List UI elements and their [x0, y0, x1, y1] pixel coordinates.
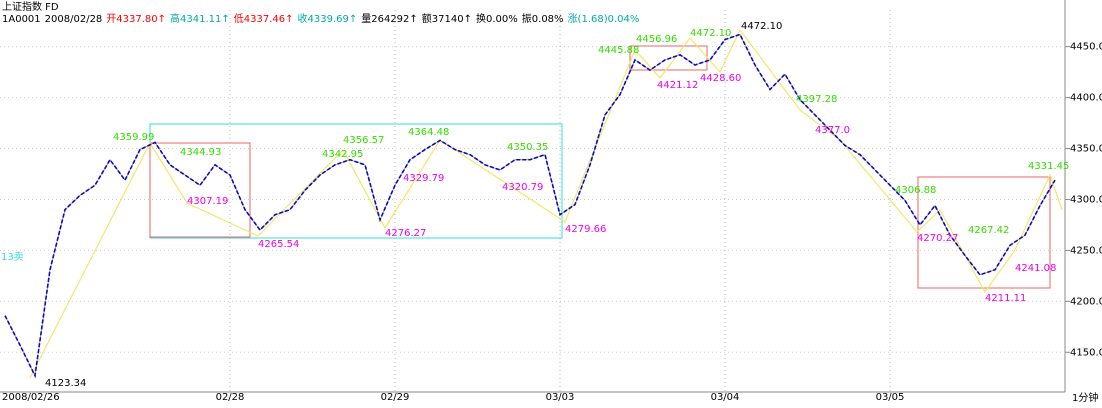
extreme-label: 4241.08: [1015, 263, 1056, 274]
price-line-shadow: [4, 34, 1056, 377]
header-field: 换0.00%: [476, 12, 518, 25]
header-field: 1A0001: [2, 14, 41, 25]
y-tick-label: 4350.00: [1070, 144, 1102, 155]
extreme-label: 4265.54: [258, 239, 299, 250]
extreme-label: 4445.88: [598, 45, 639, 56]
extreme-label: 4331.45: [1028, 161, 1069, 172]
y-tick-label: 4450.00: [1070, 42, 1102, 53]
y-tick-label: 4250.00: [1070, 245, 1102, 256]
header-field: 低4337.46↑: [234, 12, 294, 25]
y-tick-label: 4400.00: [1070, 93, 1102, 104]
extreme-label: 4211.11: [985, 293, 1026, 304]
header-field: 涨(1.68)0.04%: [568, 13, 640, 25]
header-field: 开4337.80↑: [106, 14, 166, 25]
x-tick-label: 03/04: [711, 392, 740, 403]
side-label: 13卖: [1, 251, 24, 263]
extreme-label: 4342.95: [322, 149, 363, 160]
extreme-label: 4306.88: [895, 185, 936, 196]
extreme-label: 4364.48: [408, 127, 449, 138]
extreme-label: 4397.28: [796, 94, 837, 105]
header-field: 量264292↑: [361, 13, 418, 25]
extreme-label: 4377.0: [815, 125, 850, 136]
x-tick-label: 02/29: [381, 392, 410, 403]
extreme-label: 4472.10: [690, 28, 731, 39]
extreme-label: 4279.66: [565, 224, 606, 235]
box: [149, 142, 251, 238]
extreme-label: 4307.19: [187, 196, 228, 207]
extreme-label: 4359.99: [113, 132, 154, 143]
y-tick-label: 4300.00: [1070, 194, 1102, 205]
trend-line: [29, 28, 1063, 379]
extreme-label: 4350.35: [507, 142, 548, 153]
extreme-label: 4270.27: [917, 233, 958, 244]
x-tick-label: 02/28: [216, 392, 245, 403]
extreme-label: 4421.12: [657, 80, 698, 91]
x-tick-label: 2008/02/26: [2, 392, 60, 403]
period-label: 1分钟: [1072, 391, 1098, 404]
box: [917, 176, 1051, 289]
extreme-label: 4267.42: [968, 225, 1009, 236]
x-tick-label: 03/03: [546, 392, 575, 403]
extreme-label: 4472.10: [741, 21, 782, 32]
extreme-label: 4428.60: [700, 73, 741, 84]
header-field: 2008/02/28: [45, 14, 103, 25]
y-tick-label: 4150.00: [1070, 347, 1102, 358]
header-field: 振0.08%: [522, 12, 564, 25]
extreme-label: 4329.79: [403, 173, 444, 184]
x-tick-label: 03/05: [876, 392, 905, 403]
extreme-label: 4123.34: [45, 378, 86, 389]
extreme-label: 4356.57: [343, 135, 384, 146]
extreme-label: 4320.79: [502, 182, 543, 193]
extreme-label: 4276.27: [385, 228, 426, 239]
header-field: 高4341.11↑: [170, 12, 230, 25]
header-field: 额37140↑: [422, 12, 472, 25]
y-tick-label: 4200.00: [1070, 296, 1102, 307]
chart-title: 上证指数 FD: [2, 0, 59, 13]
extreme-label: 4344.93: [180, 147, 221, 158]
header-field: 收4339.69↑: [298, 12, 358, 25]
extreme-label: 4456.96: [636, 34, 677, 45]
header-fields: 1A0001 2008/02/28 开4337.80↑ 高4341.11↑ 低4337.…: [2, 12, 639, 25]
